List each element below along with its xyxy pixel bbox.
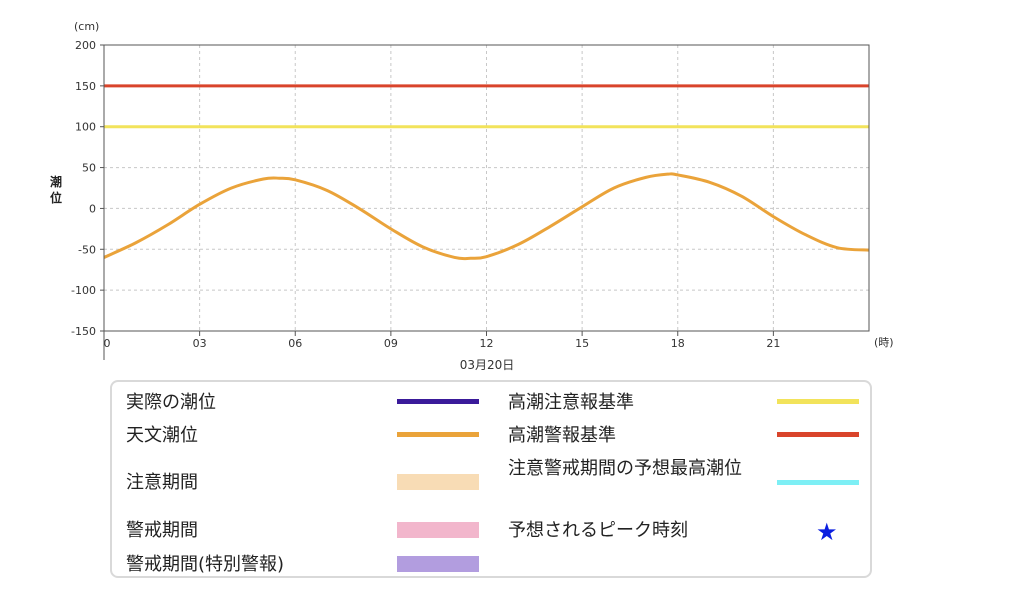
series-line-tide [103,172,870,261]
legend-label: 実際の潮位 [126,392,216,413]
y-tick-label: 200 [75,39,96,52]
star-icon: ★ [816,518,838,546]
y-tick-label: -150 [71,325,96,338]
y-axis-ticks: 200 150 100 50 0 -50 -100 -150 [71,39,104,338]
legend-line-swatch [777,432,859,437]
legend-label: 高潮注意報基準 [508,392,634,413]
x-tick-label: 21 [766,337,780,350]
y-tick-label: 100 [75,121,96,134]
legend-label: 高潮警報基準 [508,425,616,446]
x-tick-label: 0 [104,337,111,350]
legend-label: 注意警戒期間の予想最高潮位 [508,458,742,479]
legend: 実際の潮位天文潮位注意期間警戒期間警戒期間(特別警報) 高潮注意報基準 高潮警報基準… [110,380,872,578]
legend-line-swatch [777,399,859,404]
date-label: 03月20日 [460,358,515,372]
x-axis-ticks: 0 03 06 09 12 15 18 21 [103,331,780,350]
legend-band-swatch [397,474,479,490]
x-tick-label: 15 [575,337,589,350]
y-tick-label: 50 [82,162,96,175]
legend-label: 警戒期間(特別警報) [126,554,285,575]
legend-label: 天文潮位 [126,425,198,446]
legend-band-swatch [397,522,479,538]
y-unit-label: (cm) [74,20,99,33]
legend-line-swatch [397,432,479,437]
legend-band-swatch [397,556,479,572]
legend-label: 警戒期間 [126,520,198,541]
x-tick-label: 06 [288,337,302,350]
y-tick-label: -50 [78,243,96,256]
legend-label: 予想されるピーク時刻 [508,520,688,541]
legend-line-swatch [777,480,859,485]
x-tick-label: 09 [384,337,398,350]
y-tick-label: -100 [71,284,96,297]
y-tick-label: 150 [75,80,96,93]
x-tick-label: 18 [671,337,685,350]
reference-lines [104,84,869,129]
legend-line-swatch [397,399,479,404]
x-tick-label: 12 [480,337,494,350]
y-axis-label: 潮位 [50,174,62,205]
series-layer [103,172,870,261]
legend-label: 注意期間 [126,472,198,493]
y-tick-label: 0 [89,202,96,215]
x-tick-label: 03 [193,337,207,350]
x-unit-label: (時) [874,336,894,349]
